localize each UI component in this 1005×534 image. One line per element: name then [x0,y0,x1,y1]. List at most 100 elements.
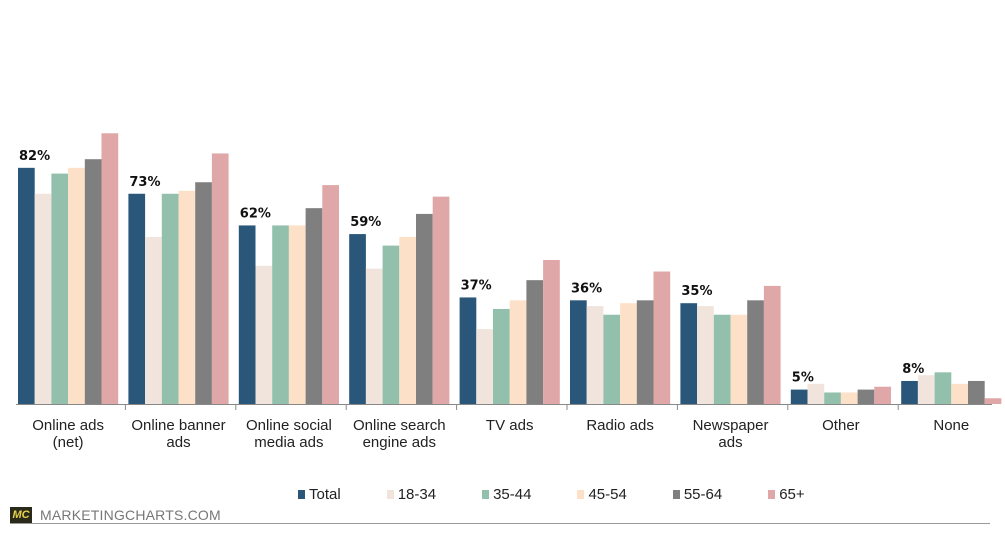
bar-18-34 [807,383,825,404]
bar-55-64 [84,159,102,404]
data-label: 36% [571,281,602,296]
bar-chart: 82%Online ads(net)73%Online bannerads62%… [16,133,1002,451]
data-label: 37% [461,278,492,293]
bar-35-44 [272,225,289,404]
category-label: ads [166,434,190,451]
legend-label: Total [309,486,341,503]
bar-total [570,300,587,404]
bar-55-64 [636,300,654,404]
legend-item: 55-64 [672,486,723,503]
bar-35-44 [382,245,400,404]
legend-label: 18-34 [397,486,437,503]
footer-divider [10,523,990,524]
bar-total [349,234,366,404]
bar-35-44 [824,392,841,404]
bar-35-44 [161,193,179,404]
data-label: 82% [19,149,50,164]
data-label: 35% [681,284,712,299]
data-label: 5% [792,371,814,386]
bar-total [128,193,146,404]
bar-18-34 [917,375,935,404]
bar-18-34 [34,193,52,404]
bar-total [901,380,918,404]
legend-swatch [386,490,394,499]
brand-name: MARKETINGCHARTS.COM [40,507,221,523]
bar-total [790,389,808,404]
bar-total [680,303,698,404]
category-label: Radio ads [586,417,654,434]
bar-35-44 [603,314,621,404]
data-label: 62% [240,206,271,221]
bar-45-54 [620,303,637,404]
legend-swatch [672,490,680,499]
bar-55-64 [857,389,875,404]
category-label: Online search [353,417,446,434]
bar-65- [543,260,560,404]
bar-total [459,297,477,404]
legend-swatch [768,490,776,499]
bar-45-54 [68,167,85,404]
bar-18-34 [255,265,273,404]
legend-label: 55-64 [683,486,723,503]
bar-18-34 [697,306,714,404]
legend-item: 35-44 [482,486,531,503]
bar-35-44 [493,308,510,404]
bar-35-44 [713,314,731,404]
bar-45-54 [288,225,306,404]
bar-45-54 [178,190,196,404]
bar-18-34 [365,268,383,404]
bar-total [18,167,35,404]
category-label: engine ads [363,434,436,451]
legend-label: 35-44 [493,486,532,503]
bar-35-44 [51,173,69,404]
bar-45-54 [730,314,748,404]
legend-label: 45-54 [588,486,627,503]
bar-45-54 [399,236,416,404]
bar-55-64 [416,213,433,404]
bar-55-64 [747,300,764,404]
bar-total [238,225,256,404]
bar-45-54 [951,383,968,404]
bar-65- [874,386,891,404]
bar-55-64 [526,280,544,404]
legend-swatch [298,490,305,499]
category-label: None [933,417,969,434]
bar-65- [984,398,1002,404]
bar-55-64 [195,182,212,404]
data-label: 73% [129,175,160,190]
category-label: Newspaper [693,417,769,434]
bar-65- [653,271,671,404]
legend-swatch [577,490,585,499]
bar-45-54 [509,300,527,404]
bar-65- [432,196,450,404]
data-label: 59% [350,215,381,230]
bar-45-54 [840,392,858,404]
bar-65- [101,133,119,404]
category-label: Online banner [131,417,225,434]
category-label: Online ads [32,417,104,434]
bar-55-64 [968,380,985,404]
category-label: Other [822,417,860,434]
legend: Total 18-34 35-44 45-54 55-64 65+ [298,486,805,503]
bar-35-44 [934,372,952,404]
bar-65- [211,153,229,404]
mc-logo-mark: MC [10,507,32,523]
category-label: TV ads [486,417,534,434]
bar-18-34 [586,306,604,404]
data-label: 8% [902,362,924,377]
legend-swatch [482,490,490,499]
legend-item: 18-34 [386,486,437,503]
legend-item: 65+ [768,486,805,503]
bar-65- [322,185,339,404]
category-label: ads [718,434,742,451]
legend-item: 45-54 [577,486,627,503]
legend-item: Total [298,486,341,503]
bar-55-64 [305,208,323,404]
marketingcharts-logo: MC MARKETINGCHARTS.COM [10,507,221,523]
bar-18-34 [476,329,493,404]
bar-18-34 [145,236,162,404]
category-label: Online social [246,417,332,434]
category-label: media ads [254,434,323,451]
legend-label: 65+ [779,486,805,503]
category-label: (net) [53,434,84,451]
